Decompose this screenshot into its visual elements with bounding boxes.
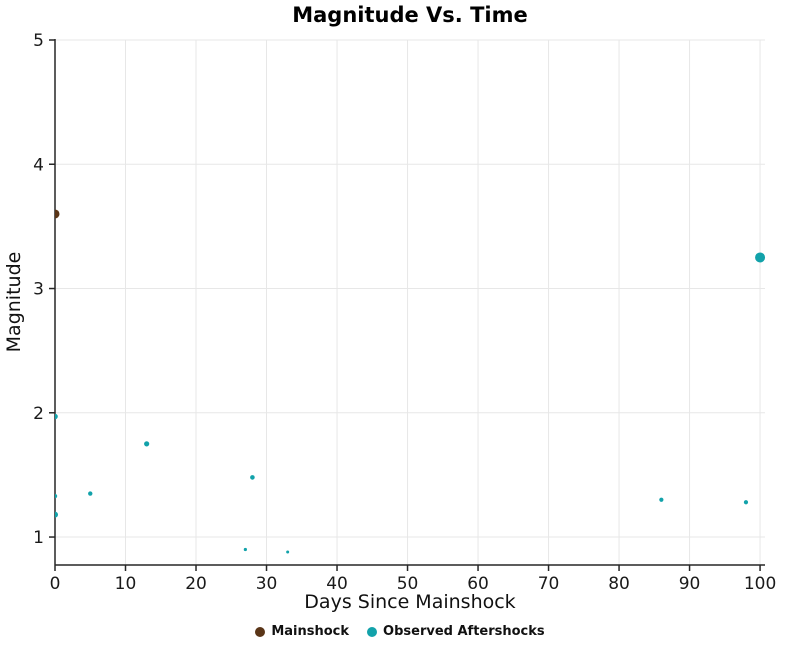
x-axis-label: Days Since Mainshock: [304, 591, 516, 613]
point-mainshock: [55, 209, 60, 219]
point-observed-aftershocks: [250, 475, 255, 480]
point-observed-aftershocks: [144, 441, 150, 447]
chart-title: Magnitude Vs. Time: [292, 3, 528, 27]
x-tick-label: 100: [744, 574, 776, 594]
y-tick-label: 1: [33, 528, 44, 548]
y-axis-label: Magnitude: [3, 251, 25, 353]
x-tick-label: 20: [185, 574, 207, 594]
legend-label-mainshock: Mainshock: [271, 624, 350, 639]
x-tick-label: 10: [115, 574, 137, 594]
point-observed-aftershocks: [243, 547, 247, 552]
x-tick-label: 40: [326, 574, 348, 594]
mainshock-marker-icon: [255, 626, 266, 637]
point-observed-aftershocks: [286, 550, 290, 554]
x-tick-label: 60: [467, 574, 489, 594]
point-observed-aftershocks: [659, 497, 664, 502]
y-tick-label: 5: [33, 31, 44, 51]
x-tick-label: 30: [256, 574, 278, 594]
x-tick-label: 50: [397, 574, 419, 594]
points-layer: [55, 209, 766, 554]
point-observed-aftershocks: [55, 493, 58, 499]
x-tick-label: 80: [608, 574, 630, 594]
aftershock-marker-icon: [367, 626, 378, 637]
point-observed-aftershocks: [55, 511, 58, 518]
legend-item-mainshock: Mainshock: [255, 624, 349, 639]
x-tick-label: 0: [50, 574, 61, 594]
point-observed-aftershocks: [743, 500, 749, 505]
legend-label-aftershocks: Observed Aftershocks: [383, 624, 545, 639]
y-tick-label: 2: [33, 404, 44, 424]
y-tick-label: 4: [33, 155, 44, 175]
y-tick-label: 3: [33, 280, 44, 300]
legend: Mainshock Observed Aftershocks: [0, 624, 800, 639]
legend-item-aftershocks: Observed Aftershocks: [367, 624, 545, 639]
point-observed-aftershocks: [88, 491, 93, 496]
scatter-plot: 0 10 20 30 40 50 60 70 80 90 100 1 2 3 4 5: [33, 31, 776, 594]
point-observed-aftershocks: [755, 252, 766, 263]
point-observed-aftershocks: [55, 413, 58, 420]
x-tick-label: 90: [679, 574, 701, 594]
x-tick-label: 70: [538, 574, 560, 594]
